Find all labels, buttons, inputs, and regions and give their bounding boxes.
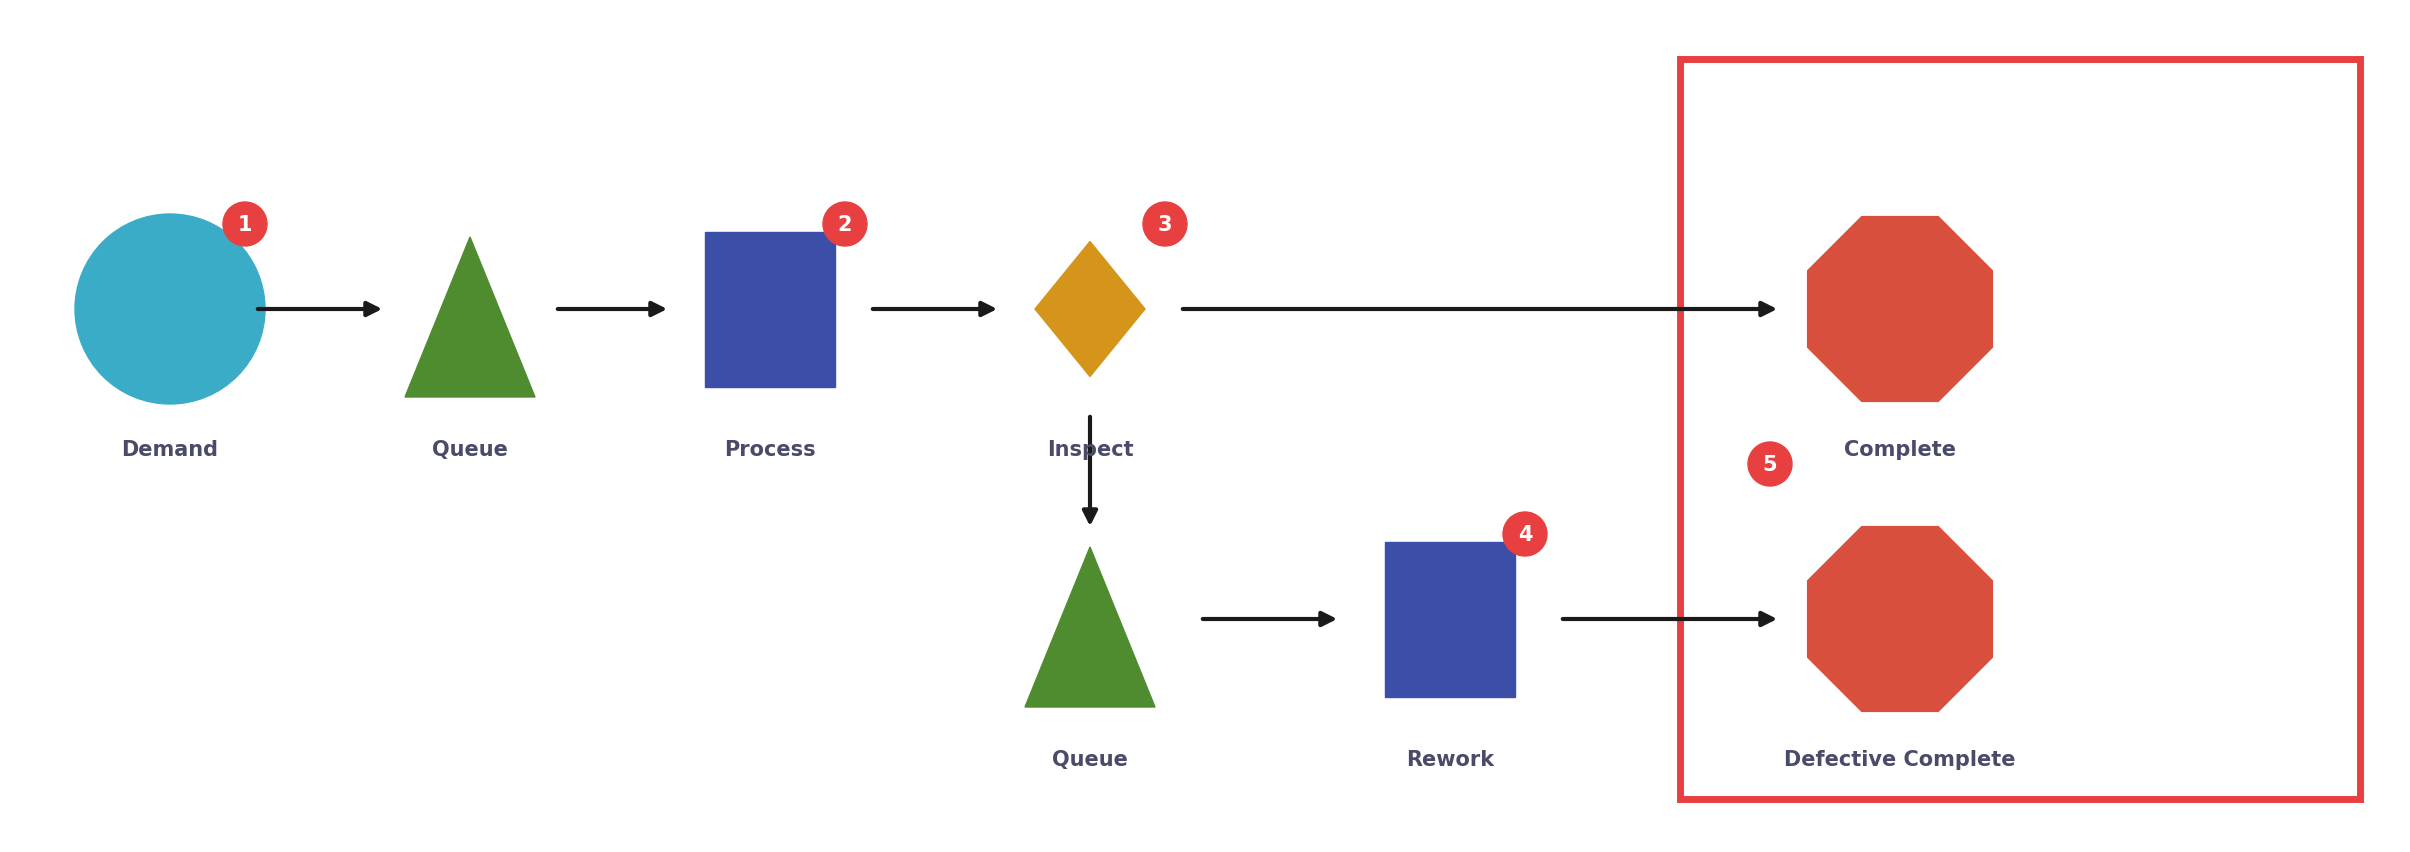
Text: Process: Process	[723, 440, 817, 459]
Text: Defective Complete: Defective Complete	[1783, 749, 2015, 769]
Circle shape	[224, 203, 268, 247]
Polygon shape	[1034, 242, 1145, 377]
Text: Queue: Queue	[431, 440, 509, 459]
Circle shape	[75, 215, 265, 405]
Text: 2: 2	[839, 215, 853, 234]
Polygon shape	[1024, 547, 1154, 707]
Text: 4: 4	[1518, 524, 1533, 544]
FancyBboxPatch shape	[706, 233, 834, 387]
Text: Rework: Rework	[1405, 749, 1494, 769]
Circle shape	[822, 203, 868, 247]
Text: Queue: Queue	[1053, 749, 1128, 769]
FancyBboxPatch shape	[1386, 542, 1516, 697]
Text: 1: 1	[239, 215, 253, 234]
Circle shape	[1142, 203, 1188, 247]
Polygon shape	[1808, 527, 1993, 711]
Text: 3: 3	[1157, 215, 1171, 234]
Text: 5: 5	[1762, 454, 1776, 475]
Circle shape	[1504, 512, 1547, 556]
Text: Inspect: Inspect	[1046, 440, 1133, 459]
Polygon shape	[1808, 217, 1993, 402]
Text: Demand: Demand	[120, 440, 219, 459]
Polygon shape	[405, 238, 535, 398]
Circle shape	[1747, 442, 1793, 486]
Text: Complete: Complete	[1844, 440, 1957, 459]
